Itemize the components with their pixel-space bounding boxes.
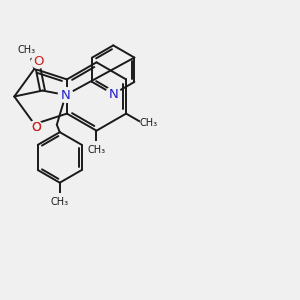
Text: CH₃: CH₃ bbox=[140, 118, 158, 128]
Text: CH₃: CH₃ bbox=[87, 145, 106, 155]
Circle shape bbox=[52, 194, 68, 210]
Circle shape bbox=[140, 115, 157, 132]
Text: CH₃: CH₃ bbox=[51, 197, 69, 207]
Circle shape bbox=[18, 42, 34, 59]
Circle shape bbox=[32, 55, 45, 68]
Text: N: N bbox=[108, 88, 118, 100]
Circle shape bbox=[29, 121, 42, 134]
Text: O: O bbox=[31, 121, 41, 134]
Text: CH₃: CH₃ bbox=[17, 46, 35, 56]
Text: N: N bbox=[61, 88, 70, 101]
Circle shape bbox=[106, 87, 121, 102]
Circle shape bbox=[88, 142, 105, 158]
Text: O: O bbox=[33, 55, 43, 68]
Circle shape bbox=[58, 88, 73, 102]
Text: O: O bbox=[31, 121, 41, 134]
